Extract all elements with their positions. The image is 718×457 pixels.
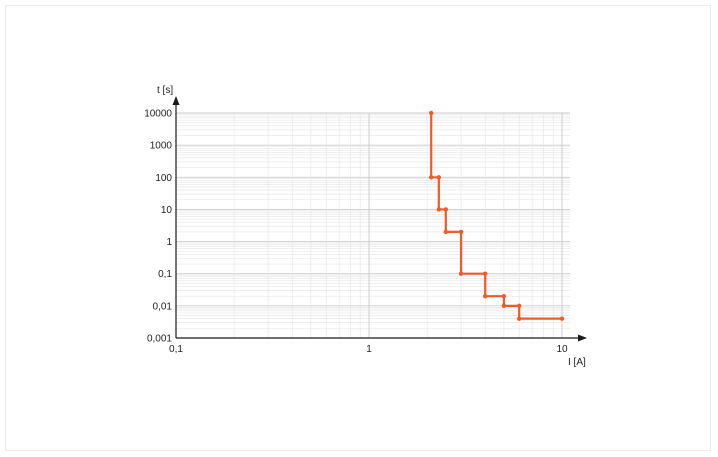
x-tick-label: 0,1	[169, 344, 183, 355]
y-tick-label: 0,1	[158, 269, 172, 280]
x-tick-label: 1	[366, 344, 372, 355]
series	[429, 111, 564, 321]
y-tick-label: 10000	[144, 109, 172, 120]
data-point	[429, 111, 433, 115]
data-point	[483, 272, 487, 276]
data-point	[459, 230, 463, 234]
chart-frame: 0,001 0,01 0,1 1 10 100 1000 10000 0,1 1 10 t [s] …	[5, 5, 711, 451]
data-point	[437, 175, 441, 179]
grid	[176, 113, 570, 338]
data-point	[429, 175, 433, 179]
data-point	[437, 207, 441, 211]
data-point	[560, 316, 564, 320]
x-axis-label: I [A]	[568, 357, 586, 368]
data-point	[459, 272, 463, 276]
data-point	[502, 294, 506, 298]
y-tick-label: 1000	[150, 141, 173, 152]
data-point	[483, 294, 487, 298]
data-point	[517, 304, 521, 308]
data-point	[502, 304, 506, 308]
y-tick-label: 0,001	[147, 334, 172, 345]
data-point	[444, 207, 448, 211]
data-point	[517, 316, 521, 320]
y-tick-label: 10	[161, 205, 173, 216]
series-line	[431, 113, 562, 319]
x-axis-arrow	[578, 335, 587, 342]
y-tick-label: 0,01	[153, 301, 173, 312]
data-point	[444, 230, 448, 234]
axes	[173, 96, 588, 342]
y-tick-label: 100	[155, 173, 172, 184]
y-axis-arrow	[173, 96, 180, 105]
y-tick-label: 1	[166, 237, 172, 248]
y-axis-label: t [s]	[157, 85, 173, 96]
x-tick-label: 10	[556, 344, 568, 355]
